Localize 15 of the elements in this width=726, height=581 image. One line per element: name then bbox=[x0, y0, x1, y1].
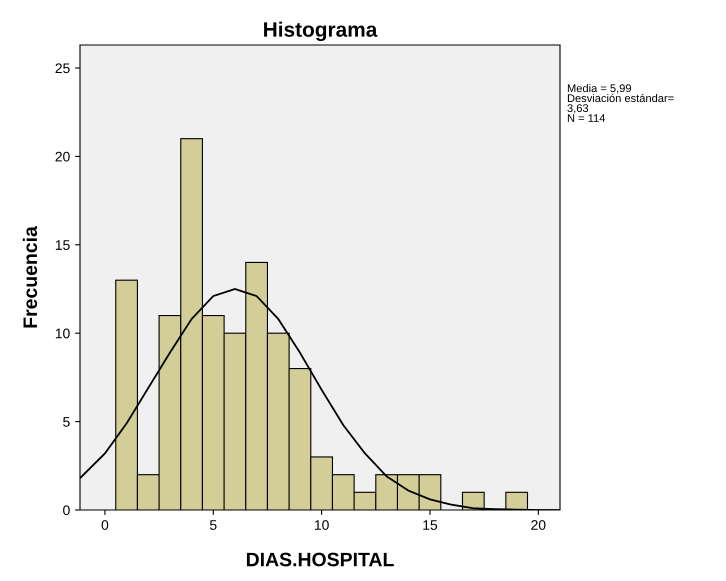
y-tick-label: 15 bbox=[56, 240, 70, 250]
y-axis-title: Frecuencia bbox=[22, 226, 38, 328]
y-tick-label: 25 bbox=[56, 63, 70, 74]
x-tick-label: 5 bbox=[210, 520, 217, 530]
x-axis-title: DIAS.HOSPITAL bbox=[246, 552, 394, 566]
x-tick-label: 20 bbox=[531, 520, 546, 530]
x-tick-label: 10 bbox=[314, 520, 329, 530]
y-tick-label: 5 bbox=[63, 417, 70, 427]
chart-title: Histograma bbox=[264, 22, 378, 42]
y-tick-label: 10 bbox=[56, 328, 70, 338]
y-tick-label: 20 bbox=[56, 152, 70, 162]
x-tick-label: 0 bbox=[102, 520, 108, 530]
x-tick-label: 15 bbox=[423, 520, 438, 530]
y-tick-label: 0 bbox=[63, 505, 70, 516]
text: Media = 5,99 Desviación estándar= 3,63 N = 114 bbox=[567, 84, 674, 122]
